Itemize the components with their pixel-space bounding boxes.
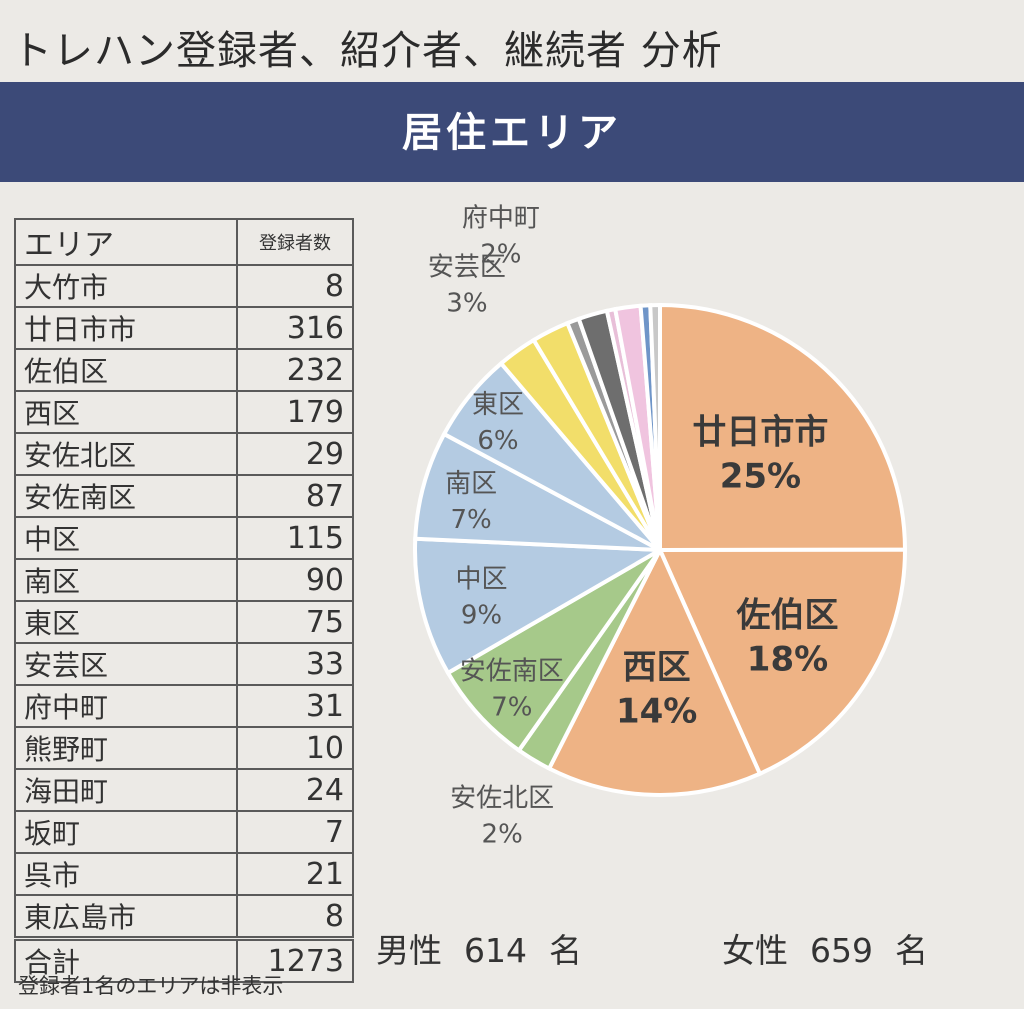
- area-name: 海田町: [14, 768, 238, 812]
- table-row: 呉市 21: [14, 852, 354, 896]
- table-row: 坂町 7: [14, 810, 354, 854]
- area-count: 31: [236, 684, 354, 728]
- column-header-count: 登録者数: [236, 218, 354, 266]
- pie-slice: [648, 302, 662, 551]
- area-name: 安佐南区: [14, 474, 238, 518]
- table-row: 廿日市市 316: [14, 306, 354, 350]
- slice-label-name: 中区: [455, 565, 507, 595]
- area-name: 東広島市: [14, 894, 238, 940]
- section-title: 居住エリア: [402, 110, 622, 156]
- area-name: 南区: [14, 558, 238, 602]
- area-name: 西区: [14, 390, 238, 434]
- area-count: 75: [236, 600, 354, 644]
- slice-label-name: 府中町: [462, 203, 540, 233]
- total-value: 1273: [236, 936, 354, 983]
- table-row: 東区 75: [14, 600, 354, 644]
- section-banner: [0, 82, 1024, 182]
- male-summary: 男性 614 名: [376, 924, 604, 972]
- slice-label-name: 安芸区: [428, 252, 506, 282]
- male-unit: 名: [549, 931, 582, 970]
- area-count: 115: [236, 516, 354, 560]
- area-table: エリア 登録者数 大竹市 8 廿日市市 316 佐伯区 232 西区 179 安佐北区 29 安佐南…: [14, 218, 354, 983]
- pie-slice: [658, 302, 908, 553]
- slice-label-percent: 25%: [720, 456, 801, 496]
- column-header-area: エリア: [14, 218, 238, 266]
- area-count: 29: [236, 432, 354, 476]
- pie-slice: [445, 548, 662, 754]
- area-name: 中区: [14, 516, 238, 560]
- table-row: 東広島市 8: [14, 894, 354, 940]
- slice-label-percent: 7%: [450, 505, 491, 535]
- pie-slice: [413, 536, 667, 676]
- slice-label-name: 安佐北区: [450, 783, 554, 813]
- area-count: 316: [236, 306, 354, 350]
- area-count: 232: [236, 348, 354, 392]
- page-title: トレハン登録者、紹介者、継続者 分析: [12, 28, 723, 74]
- table-row: 安佐北区 29: [14, 432, 354, 476]
- table-row: 大竹市 8: [14, 264, 354, 308]
- total-label: 合計: [14, 936, 238, 983]
- male-count: 614: [464, 931, 527, 970]
- area-name: 大竹市: [14, 264, 238, 308]
- area-count: 33: [236, 642, 354, 686]
- table-row: 熊野町 10: [14, 726, 354, 770]
- area-name: 東区: [14, 600, 238, 644]
- pie-slice: [656, 547, 908, 777]
- table-row: 西区 179: [14, 390, 354, 434]
- slice-label-name: 安佐南区: [460, 657, 564, 687]
- table-total-row: 合計 1273: [14, 936, 354, 983]
- area-name: 安芸区: [14, 642, 238, 686]
- table-header-row: エリア 登録者数: [14, 218, 354, 266]
- footnote: 登録者1名のエリアは非表示: [18, 974, 284, 998]
- table-row: 安佐南区 87: [14, 474, 354, 518]
- table-row: 府中町 31: [14, 684, 354, 728]
- area-name: 佐伯区: [14, 348, 238, 392]
- table-row: 南区 90: [14, 558, 354, 602]
- slice-label-percent: 9%: [461, 601, 502, 631]
- area-count: 87: [236, 474, 354, 518]
- area-count: 90: [236, 558, 354, 602]
- table-row: 海田町 24: [14, 768, 354, 812]
- slice-label-name: 廿日市市: [692, 412, 828, 452]
- female-summary: 女性 659 名: [722, 924, 950, 972]
- area-name: 熊野町: [14, 726, 238, 770]
- slice-label-name: 西区: [623, 648, 691, 688]
- slice-label-percent: 2%: [482, 819, 523, 849]
- female-label: 女性: [722, 931, 788, 970]
- slice-label-percent: 2%: [480, 239, 521, 269]
- area-name: 廿日市市: [14, 306, 238, 350]
- area-count: 7: [236, 810, 354, 854]
- area-name: 安佐北区: [14, 432, 238, 476]
- pie-slice: [413, 431, 661, 552]
- slice-label-percent: 6%: [477, 426, 518, 456]
- area-count: 21: [236, 852, 354, 896]
- area-count: 8: [236, 894, 354, 940]
- table-row: 安芸区 33: [14, 642, 354, 686]
- area-name: 坂町: [14, 810, 238, 854]
- area-count: 179: [236, 390, 354, 434]
- female-count: 659: [810, 931, 873, 970]
- area-name: 呉市: [14, 852, 238, 896]
- slice-label-percent: 7%: [491, 693, 532, 723]
- pie-slice: [546, 545, 763, 797]
- female-unit: 名: [895, 931, 928, 970]
- area-name: 府中町: [14, 684, 238, 728]
- table-row: 佐伯区 232: [14, 348, 354, 392]
- area-count: 24: [236, 768, 354, 812]
- slice-label-name: 佐伯区: [735, 596, 838, 636]
- male-label: 男性: [376, 931, 442, 970]
- area-count: 8: [236, 264, 354, 308]
- slice-label-percent: 14%: [616, 692, 697, 732]
- table-row: 中区 115: [14, 516, 354, 560]
- area-count: 10: [236, 726, 354, 770]
- slice-label-name: 南区: [445, 469, 497, 499]
- slice-label-percent: 18%: [747, 640, 828, 680]
- slice-label-percent: 3%: [446, 288, 487, 318]
- slice-label-name: 東区: [472, 390, 524, 420]
